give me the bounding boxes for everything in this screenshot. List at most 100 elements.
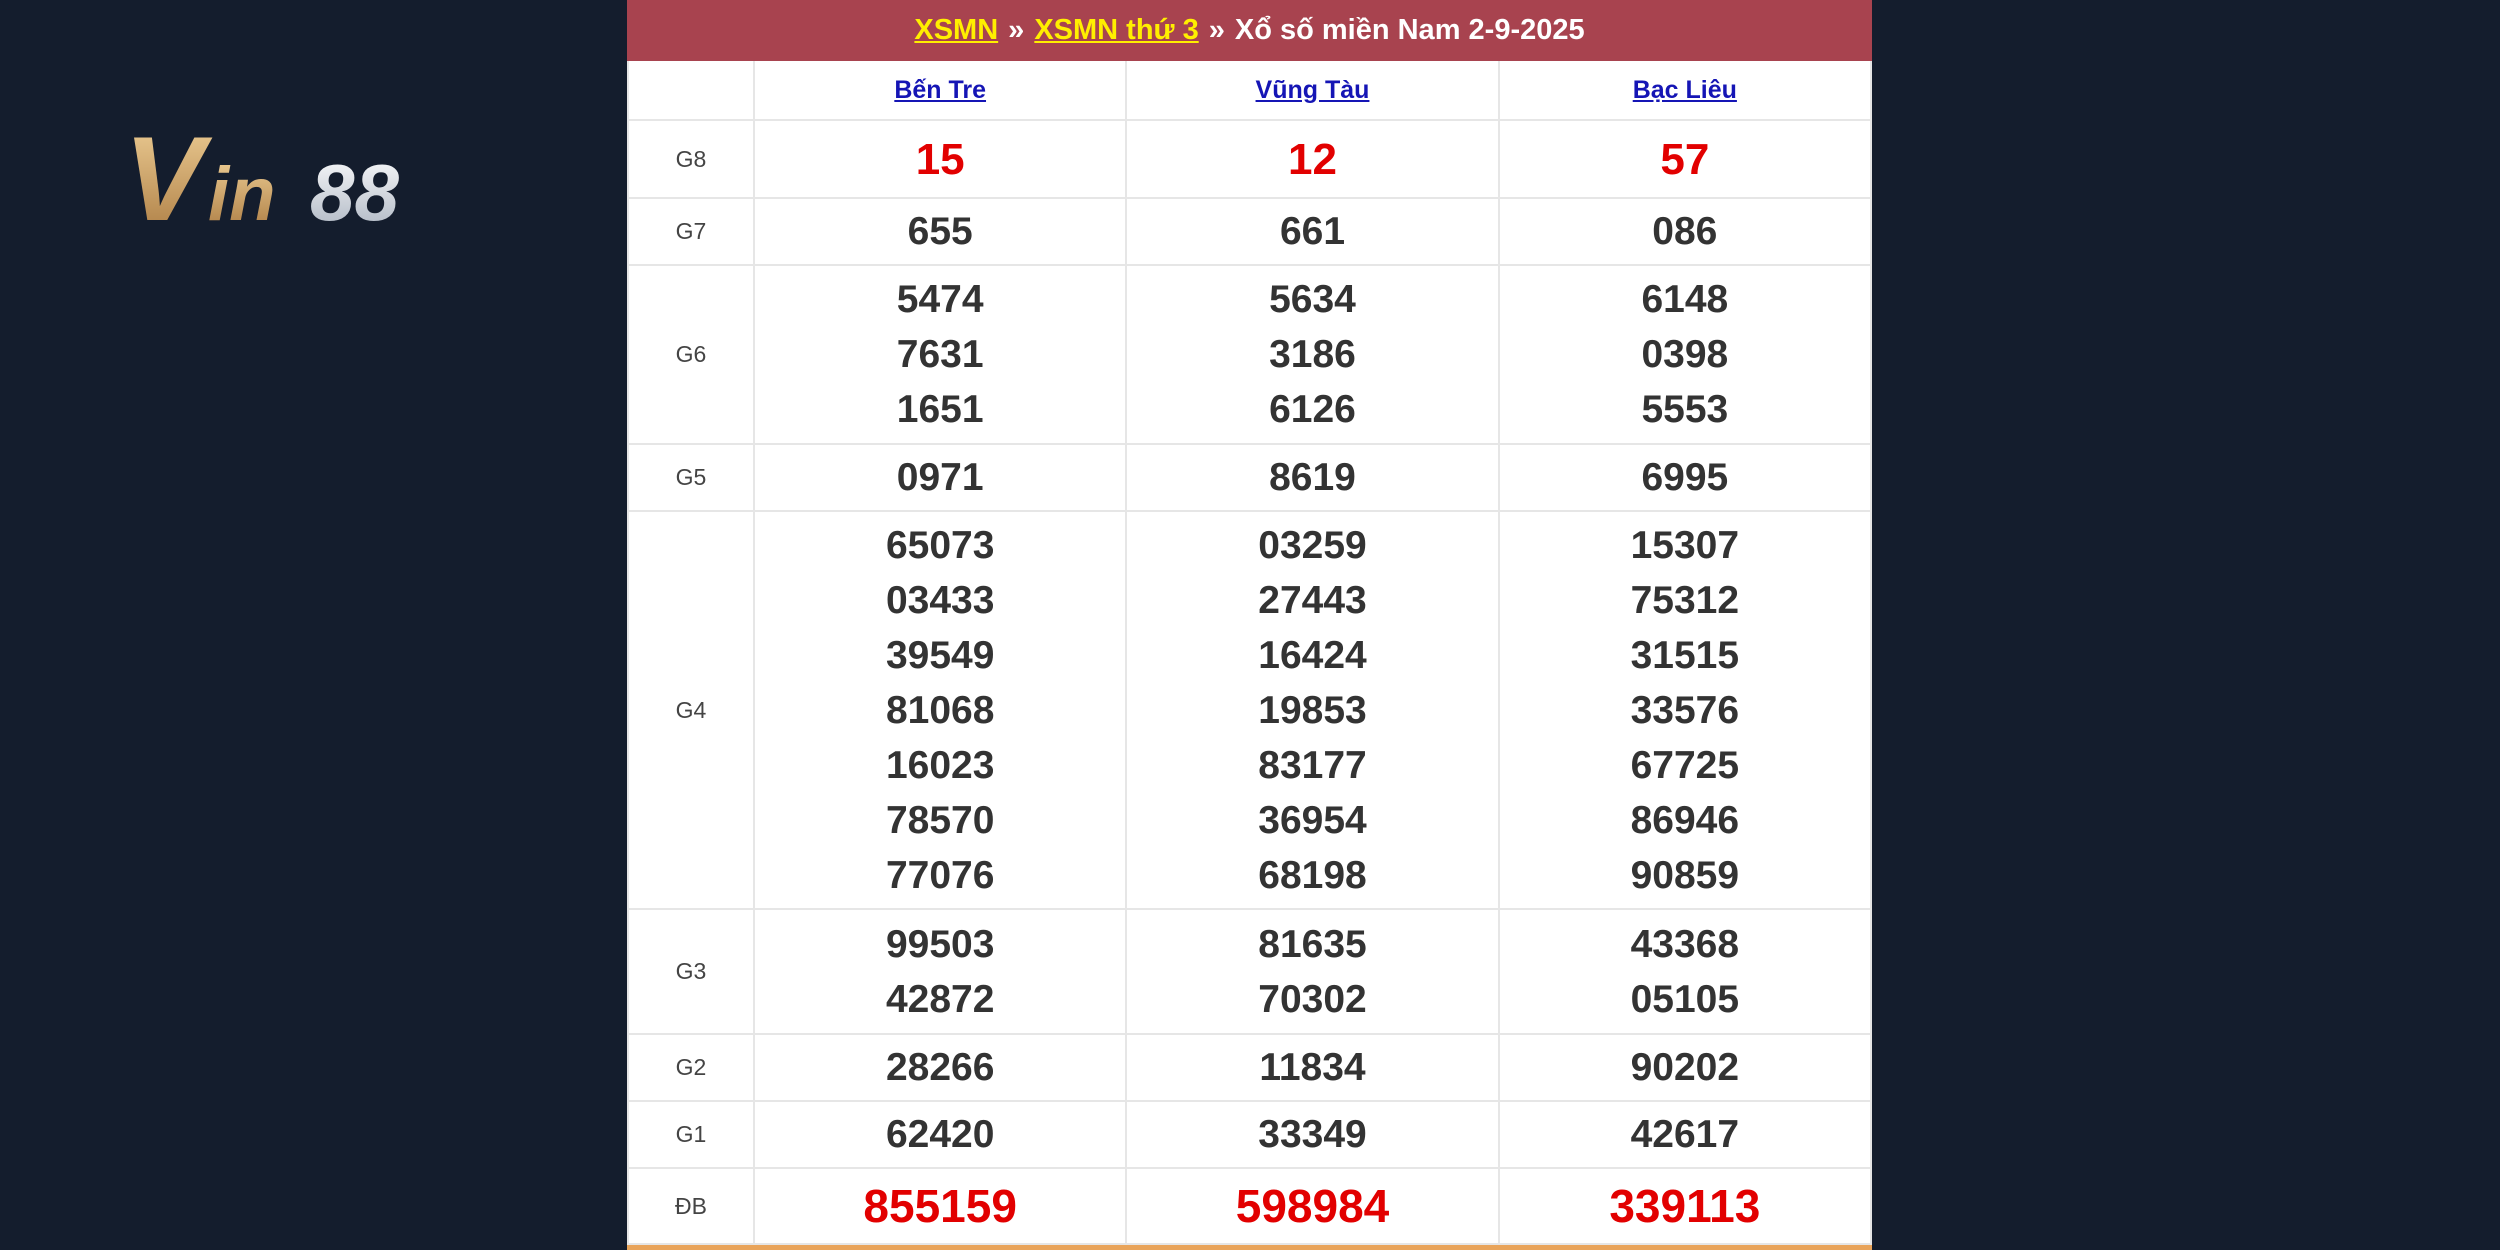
prize-number: 661 [1279,210,1346,253]
prize-row-g3: G3 99503 42872 81635 70302 43368 05105 [627,908,1873,1035]
prize-row-g7: G7 655 661 086 [627,197,1873,266]
prize-cell: 43368 05105 [1497,908,1873,1035]
prize-number: 62420 [885,1113,995,1156]
prize-cell: 33349 [1125,1100,1500,1169]
prize-number: 7631 [896,333,984,376]
prize-cell: 8619 [1125,443,1500,512]
prize-cell: 81635 70302 [1125,908,1500,1035]
prize-number: 28266 [885,1046,995,1089]
prize-number: 15307 [1630,523,1740,567]
prize-number: 99503 [885,922,995,966]
prize-number: 57 [1660,134,1710,184]
prize-cell: 339113 [1497,1167,1873,1245]
prize-number: 5474 [896,278,984,321]
prize-number: 70302 [1258,977,1367,1021]
prize-number: 81068 [885,688,995,732]
prize-row-đb: ĐB 855159 598984 339113 [627,1167,1873,1245]
vin88-logo: V in 88 [120,112,500,246]
page-title: Xổ số miền Nam 2-9-2025 [1234,14,1585,46]
prize-row-g8: G8 15 12 57 [627,119,1873,199]
prize-cell: 57 [1497,119,1873,199]
svg-text:88: 88 [310,148,399,237]
prize-number: 43368 [1630,922,1740,966]
prize-row-g2: G2 28266 11834 90202 [627,1033,1873,1102]
prize-cell: 12 [1125,119,1500,199]
prize-row-g6: G6 5474 7631 1651 5634 3186 6126 6148 0398 5553 [627,264,1873,445]
province-row: Bến Tre Vũng Tàu Bạc Liêu [627,61,1873,121]
prize-number: 36954 [1258,798,1367,842]
province-link-ben-tre[interactable]: Bến Tre [894,75,987,104]
breadcrumb-separator: » [1208,14,1225,46]
prize-label: G7 [627,197,755,266]
prize-number: 42617 [1630,1113,1740,1156]
prize-number: 77076 [885,853,995,897]
prize-number: 67725 [1630,743,1740,787]
prize-cell: 0971 [752,443,1128,512]
prize-number: 11834 [1259,1046,1366,1089]
prize-number: 16424 [1258,633,1367,677]
prize-label: G3 [627,908,755,1035]
prize-row-g1: G1 62420 33349 42617 [627,1100,1873,1169]
prize-label: G6 [627,264,755,445]
province-cell: Bến Tre [752,61,1128,121]
prize-number: 33349 [1258,1113,1367,1156]
prize-number: 39549 [885,633,995,677]
prize-cell: 15307 75312 31515 33576 67725 86946 90859 [1497,510,1873,910]
prize-number: 90202 [1630,1046,1740,1089]
prize-number: 3186 [1269,333,1356,376]
prize-cell: 42617 [1497,1100,1873,1169]
prize-cell: 99503 42872 [752,908,1128,1035]
province-link-bac-lieu[interactable]: Bạc Liêu [1632,75,1737,104]
prize-number: 8619 [1269,456,1356,499]
prize-cell: 11834 [1125,1033,1500,1102]
prize-number: 0398 [1641,333,1729,376]
prize-number: 81635 [1258,922,1367,966]
prize-number: 05105 [1630,977,1740,1021]
breadcrumb-separator: » [1008,14,1025,46]
prize-number: 598984 [1235,1179,1390,1232]
prize-label: ĐB [627,1167,755,1245]
results-table: Bến Tre Vũng Tàu Bạc Liêu G8 15 12 57 G7 655 6… [627,61,1873,1245]
prize-cell: 03259 27443 16424 19853 83177 36954 68198 [1125,510,1500,910]
prize-number: 655 [907,210,973,253]
prize-cell: 65073 03433 39549 81068 16023 78570 77076 [752,510,1128,910]
prize-number: 16023 [885,743,995,787]
prize-cell: 15 [752,119,1128,199]
prize-cell: 6995 [1497,443,1873,512]
prize-number: 12 [1288,134,1337,184]
results-header: XSMN » XSMN thứ 3 » Xổ số miền Nam 2-9-2… [627,0,1872,61]
prize-cell: 661 [1125,197,1500,266]
prize-number: 78570 [885,798,995,842]
prize-number: 90859 [1630,853,1740,897]
prize-number: 03433 [885,578,995,622]
province-link-vung-tau[interactable]: Vũng Tàu [1255,75,1370,104]
prize-label: G2 [627,1033,755,1102]
prize-cell: 5634 3186 6126 [1125,264,1500,445]
prize-cell: 598984 [1125,1167,1500,1245]
prize-number: 339113 [1609,1179,1761,1232]
prize-number: 6148 [1641,278,1729,321]
prize-number: 0971 [896,456,984,499]
prize-label: G4 [627,510,755,910]
prize-cell: 086 [1497,197,1873,266]
breadcrumb-xsmn-thu-3[interactable]: XSMN thứ 3 [1034,14,1199,46]
prize-cell: 5474 7631 1651 [752,264,1128,445]
prize-number: 5634 [1269,278,1356,321]
prize-number: 19853 [1258,688,1367,732]
prize-number: 15 [915,134,965,184]
prize-label: G8 [627,119,755,199]
breadcrumb-xsmn[interactable]: XSMN [914,14,999,46]
prize-row-g5: G5 0971 8619 6995 [627,443,1873,512]
prize-number: 33576 [1630,688,1740,732]
prize-row-g4: G4 65073 03433 39549 81068 16023 78570 77076 032… [627,510,1873,910]
prize-number: 27443 [1258,578,1367,622]
prize-number: 83177 [1258,743,1367,787]
prize-number: 86946 [1630,798,1740,842]
province-cell: Bạc Liêu [1497,61,1873,121]
prize-number: 5553 [1641,388,1729,431]
prize-number: 6126 [1269,388,1356,431]
prize-number: 855159 [863,1179,1017,1232]
prize-cell: 62420 [752,1100,1128,1169]
lottery-results-panel: XSMN » XSMN thứ 3 » Xổ số miền Nam 2-9-2… [627,0,1873,1250]
empty-cell [627,61,755,121]
